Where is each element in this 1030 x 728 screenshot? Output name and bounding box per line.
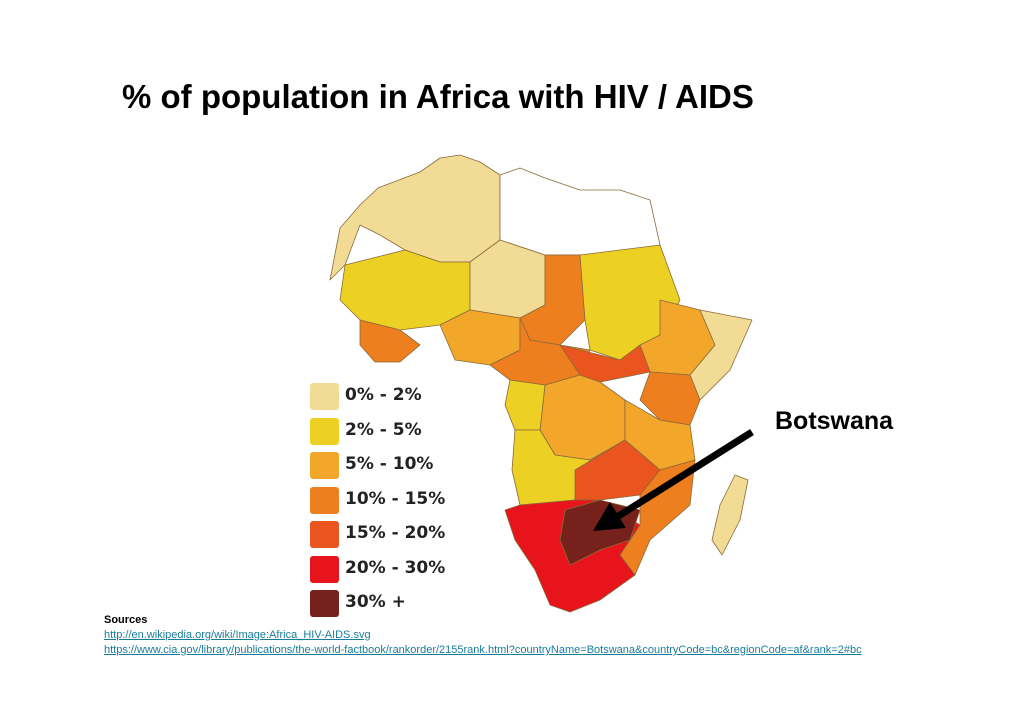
- legend-swatch: [310, 383, 339, 410]
- legend-swatch: [310, 555, 339, 583]
- legend-label: 5% - 10%: [345, 454, 434, 474]
- region-sahel-west: [339, 249, 471, 331]
- legend-label: 20% - 30%: [345, 557, 446, 578]
- source-link-cia-factbook[interactable]: https://www.cia.gov/library/publications…: [104, 644, 862, 656]
- region-madagascar: [711, 474, 749, 556]
- legend-item-3: 10% - 15%: [307, 484, 482, 519]
- region-gabon-congo: [504, 379, 546, 431]
- legend-swatch: [310, 521, 339, 548]
- legend-label: 10% - 15%: [345, 488, 446, 509]
- page-title: % of population in Africa with HIV / AID…: [122, 78, 754, 115]
- legend-item-2: 5% - 10%: [307, 449, 482, 484]
- legend-item-0: 0% - 2%: [307, 380, 482, 415]
- legend-label: 15% - 20%: [345, 523, 446, 543]
- legend-label: 30% +: [345, 592, 406, 612]
- legend-label: 0% - 2%: [345, 385, 422, 405]
- legend-swatch: [310, 590, 339, 617]
- map-legend: 0% - 2% 2% - 5% 5% - 10% 10% - 15% 15% -…: [307, 380, 482, 622]
- region-libya-egypt: [499, 167, 661, 256]
- legend-label: 2% - 5%: [345, 419, 422, 440]
- source-link-wikipedia[interactable]: http://en.wikipedia.org/wiki/Image:Afric…: [104, 629, 371, 641]
- legend-swatch: [310, 417, 339, 445]
- legend-item-1: 2% - 5%: [307, 415, 482, 450]
- legend-swatch: [310, 486, 339, 514]
- sources-section: Sources http://en.wikipedia.org/wiki/Ima…: [104, 613, 862, 658]
- sources-heading: Sources: [104, 614, 148, 626]
- legend-item-5: 20% - 30%: [307, 553, 482, 588]
- legend-swatch: [310, 452, 339, 479]
- botswana-callout-label: Botswana: [775, 407, 894, 435]
- legend-item-6: 30% +: [307, 587, 482, 622]
- botswana-arrow: [593, 429, 754, 531]
- region-west-coast: [359, 319, 421, 363]
- legend-item-4: 15% - 20%: [307, 518, 482, 553]
